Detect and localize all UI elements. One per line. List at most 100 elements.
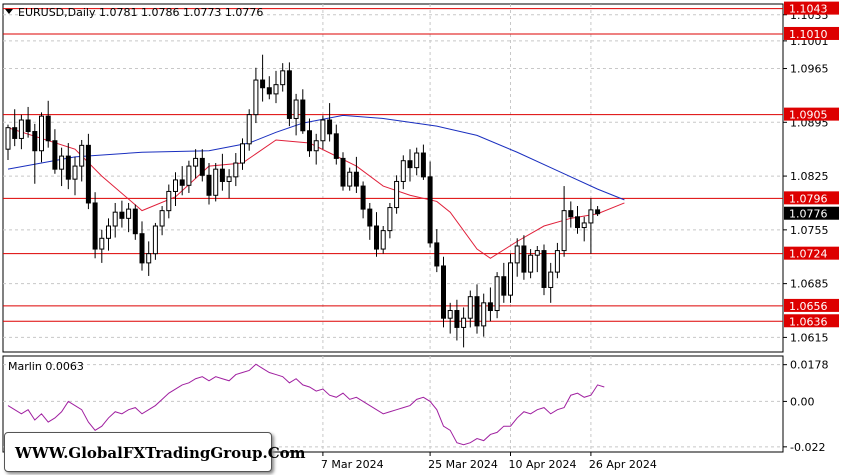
level-tag	[784, 191, 839, 205]
candle	[139, 221, 145, 271]
candle-body	[494, 276, 500, 312]
candle-body	[152, 225, 158, 255]
marlin-line	[7, 363, 605, 446]
candle-body	[139, 233, 145, 264]
candle-body	[320, 119, 326, 142]
candle-body	[106, 225, 111, 239]
candle-body	[407, 160, 413, 169]
candle	[333, 124, 339, 165]
candle	[400, 155, 406, 190]
dropdown-triangle-icon	[5, 9, 13, 14]
candle-body	[39, 115, 44, 152]
candle-body	[85, 144, 91, 204]
candle-body	[206, 174, 212, 196]
y-tick-label: -0.022	[790, 441, 825, 454]
candle-body	[568, 210, 574, 218]
candle-body	[159, 210, 165, 227]
candle-body	[52, 140, 58, 170]
candle	[18, 114, 24, 150]
candle	[273, 70, 279, 104]
candle	[219, 153, 225, 191]
candle	[454, 299, 460, 341]
candle-body	[280, 70, 286, 86]
candle	[280, 63, 286, 92]
candle-body	[199, 157, 205, 176]
candle-body	[240, 143, 245, 164]
candle-body	[219, 168, 225, 182]
candle	[260, 54, 266, 102]
candle	[52, 129, 58, 174]
candle	[467, 290, 473, 328]
candle	[588, 198, 594, 254]
candle-body	[12, 127, 18, 139]
current-price-tag	[784, 206, 839, 220]
candle	[447, 302, 453, 334]
candle	[367, 202, 373, 240]
candle	[166, 184, 172, 219]
candle-body	[521, 245, 527, 273]
candle-body	[434, 242, 440, 267]
candle	[173, 172, 178, 207]
candle	[461, 307, 467, 348]
candle-body	[246, 114, 252, 145]
candle	[233, 153, 239, 187]
candle-body	[146, 253, 152, 264]
candle-body	[394, 180, 400, 209]
candle	[99, 229, 105, 263]
y-tick-label: 1.0755	[790, 224, 829, 237]
candle	[293, 93, 299, 136]
candle	[347, 167, 353, 191]
candle-body	[514, 245, 520, 264]
candle	[494, 272, 500, 319]
candle-body	[307, 130, 312, 152]
candle	[246, 109, 252, 151]
symbol-info: EURUSD,Daily 1.0781 1.0786 1.0773 1.0776	[18, 6, 263, 19]
candle-body	[528, 254, 534, 273]
candle-body	[213, 168, 219, 196]
candle-body	[179, 179, 185, 186]
candle	[327, 103, 333, 142]
candle-body	[286, 70, 292, 119]
candle-body	[79, 144, 85, 167]
candle-body	[5, 127, 11, 150]
candle-body	[92, 202, 98, 250]
candle	[286, 62, 292, 127]
candle	[132, 204, 138, 240]
candle-body	[166, 190, 172, 212]
candle-body	[548, 271, 554, 288]
candle-body	[454, 310, 460, 328]
candle-body	[474, 296, 480, 327]
candle	[266, 76, 272, 100]
indicator-label: Marlin 0.0063	[8, 360, 84, 373]
candle-body	[313, 140, 319, 152]
candle-body	[441, 265, 446, 319]
candle	[353, 156, 359, 193]
candle	[92, 192, 98, 259]
candle-body	[132, 208, 138, 235]
x-tick-label: 25 Mar 2024	[428, 458, 498, 471]
y-tick-label: 0.0178	[790, 359, 829, 372]
candle-body	[353, 171, 359, 187]
x-tick-label: 10 Apr 2024	[509, 458, 577, 471]
candle-body	[347, 171, 353, 187]
candle-body	[534, 250, 540, 256]
candle-body	[32, 131, 38, 152]
candle-body	[541, 250, 547, 288]
candle-body	[414, 152, 420, 169]
candle-body	[420, 152, 426, 178]
candle-body	[126, 208, 132, 219]
candle	[501, 262, 507, 303]
candle	[186, 160, 192, 193]
candle	[474, 284, 480, 334]
candle-body	[581, 222, 587, 229]
candle	[434, 229, 440, 273]
candle-body	[461, 317, 467, 328]
level-tag	[784, 107, 839, 121]
candle	[534, 245, 540, 273]
level-tag-label: 1.1010	[789, 28, 828, 41]
candle	[213, 163, 219, 202]
candle-body	[360, 185, 366, 210]
x-tick-label: 7 Mar 2024	[321, 458, 384, 471]
level-tag-label: 1.0636	[789, 315, 828, 328]
